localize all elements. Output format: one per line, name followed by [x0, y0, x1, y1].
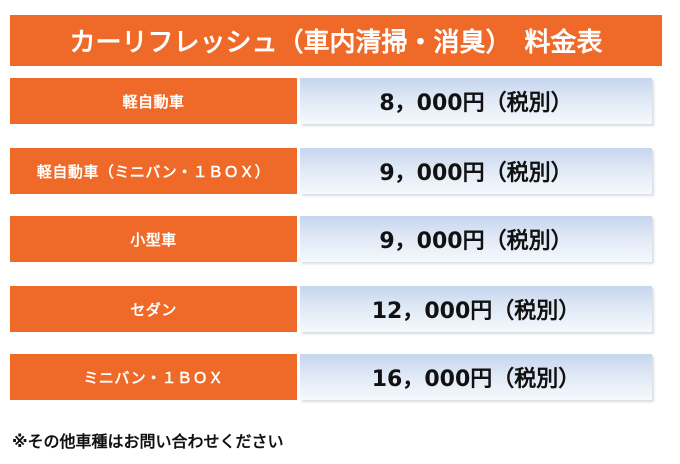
price-row-kei-minivan: 軽自動車（ミニバン・１ＢＯＸ） 9，000円（税別） [10, 148, 662, 194]
price-value: 12，000円（税別） [300, 286, 652, 332]
price-value: 16，000円（税別） [300, 354, 652, 400]
price-value: 9，000円（税別） [300, 216, 652, 262]
price-table-title: カーリフレッシュ（車内清掃・消臭） 料金表 [10, 15, 662, 66]
price-row-compact: 小型車 9，000円（税別） [10, 216, 662, 262]
vehicle-category-label: 軽自動車 [10, 78, 297, 124]
price-row-minivan: ミニバン・１ＢＯＸ 16，000円（税別） [10, 354, 662, 400]
price-row-kei: 軽自動車 8，000円（税別） [10, 78, 662, 124]
vehicle-category-label: 軽自動車（ミニバン・１ＢＯＸ） [10, 148, 297, 194]
price-value: 9，000円（税別） [300, 148, 652, 194]
vehicle-category-label: 小型車 [10, 216, 297, 262]
price-row-sedan: セダン 12，000円（税別） [10, 286, 662, 332]
footnote: ※その他車種はお問い合わせください [12, 432, 284, 451]
price-value: 8，000円（税別） [300, 78, 652, 124]
vehicle-category-label: ミニバン・１ＢＯＸ [10, 354, 297, 400]
vehicle-category-label: セダン [10, 286, 297, 332]
